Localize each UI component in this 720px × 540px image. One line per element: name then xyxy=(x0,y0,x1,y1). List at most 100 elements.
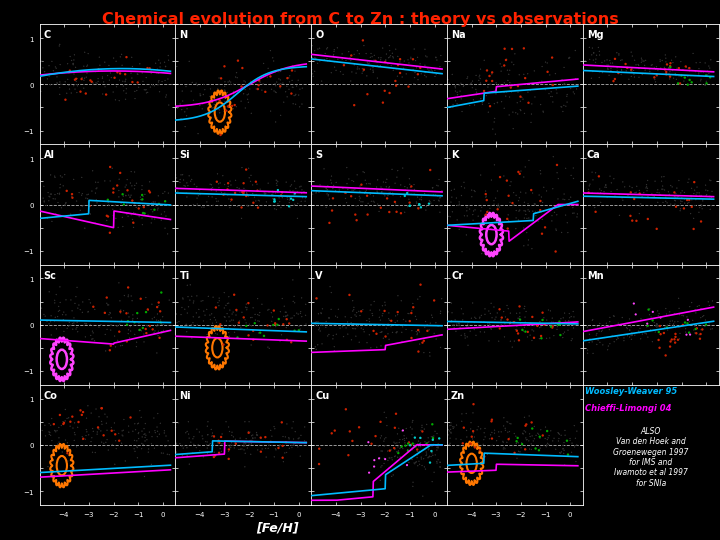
Point xyxy=(500,424,511,433)
Point xyxy=(160,93,171,102)
Point xyxy=(418,463,430,471)
Point xyxy=(682,316,693,325)
Point xyxy=(289,67,301,76)
Point xyxy=(538,183,549,192)
Point xyxy=(178,176,189,184)
Point xyxy=(659,63,670,72)
Point xyxy=(50,427,61,435)
Point xyxy=(81,426,92,434)
Point xyxy=(431,56,443,64)
Point xyxy=(496,97,508,106)
Point xyxy=(588,176,599,184)
Point xyxy=(313,325,325,334)
Point xyxy=(142,321,153,330)
Point xyxy=(410,327,422,336)
Point xyxy=(226,310,238,319)
Point xyxy=(160,212,171,220)
Point xyxy=(604,318,616,326)
Point xyxy=(405,55,417,63)
Point xyxy=(474,71,485,79)
Point xyxy=(310,320,321,329)
Point xyxy=(114,296,126,305)
Point xyxy=(78,74,90,83)
Point xyxy=(192,189,203,198)
Point xyxy=(649,192,660,201)
Point xyxy=(693,70,705,78)
Point xyxy=(596,58,608,67)
Point xyxy=(673,176,685,185)
Point xyxy=(449,82,461,90)
Point xyxy=(498,438,509,447)
Point xyxy=(495,59,506,68)
Point xyxy=(96,404,107,413)
Point xyxy=(366,52,378,61)
Point xyxy=(286,194,297,203)
Point xyxy=(671,184,683,192)
Point xyxy=(125,292,137,300)
Point xyxy=(690,195,701,204)
Point xyxy=(667,58,679,67)
Point xyxy=(289,189,301,198)
Point xyxy=(69,85,81,93)
Point xyxy=(67,59,78,68)
Point xyxy=(346,335,357,344)
Point xyxy=(226,428,238,436)
Point xyxy=(258,59,269,68)
Point xyxy=(134,326,145,334)
Point xyxy=(290,184,302,193)
Point xyxy=(265,322,276,331)
Point xyxy=(449,423,460,431)
Point xyxy=(251,186,263,194)
Point xyxy=(562,218,573,227)
Point xyxy=(475,207,487,215)
Point xyxy=(346,313,357,322)
Point xyxy=(545,322,557,331)
Point xyxy=(454,201,465,210)
Point xyxy=(202,292,214,301)
Point xyxy=(624,182,636,191)
Point xyxy=(124,334,135,342)
Point xyxy=(564,320,576,329)
Point xyxy=(130,203,142,212)
Point xyxy=(635,200,647,208)
Point xyxy=(349,310,361,319)
Point xyxy=(140,293,152,302)
Point xyxy=(433,440,444,448)
Point xyxy=(385,316,397,325)
Point xyxy=(534,444,546,453)
Point xyxy=(86,335,98,343)
Point xyxy=(588,349,599,357)
Point xyxy=(349,185,361,193)
Point xyxy=(654,343,665,352)
Point xyxy=(348,325,360,333)
Point xyxy=(122,329,134,338)
Point xyxy=(458,81,469,90)
Point xyxy=(111,83,122,91)
Point xyxy=(497,437,508,445)
Point xyxy=(646,190,657,198)
Point xyxy=(504,419,516,428)
Point xyxy=(464,327,476,335)
Point xyxy=(482,108,494,117)
Point xyxy=(446,186,457,195)
Point xyxy=(384,46,395,55)
Point xyxy=(310,318,322,326)
Point xyxy=(449,323,460,332)
Point xyxy=(131,442,143,451)
Point xyxy=(351,201,362,210)
Point xyxy=(415,438,426,447)
Point xyxy=(52,440,63,449)
Point xyxy=(136,439,148,448)
Point xyxy=(262,179,274,187)
Point xyxy=(86,434,97,442)
Point xyxy=(226,195,238,204)
Point xyxy=(285,338,297,347)
Point xyxy=(242,444,253,453)
Point xyxy=(177,295,189,303)
Point xyxy=(412,439,423,448)
Point xyxy=(426,448,437,456)
Point xyxy=(633,327,644,335)
Point xyxy=(127,316,138,325)
Point xyxy=(212,105,224,113)
Point xyxy=(431,443,443,451)
